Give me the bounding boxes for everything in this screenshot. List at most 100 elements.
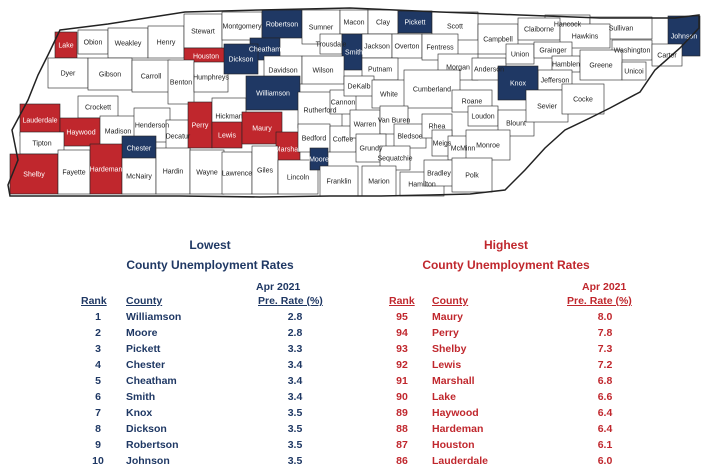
highest-rate-header-pre: Pre.: [567, 295, 587, 307]
county-label-washington: Washington: [614, 48, 651, 55]
lowest-rate-header-rest: Rate (%): [277, 295, 323, 307]
county-label-jefferson: Jefferson: [541, 78, 570, 85]
county-label-putnam: Putnam: [368, 67, 392, 74]
county-label-anderson: Anderson: [474, 67, 504, 74]
lowest-rate-cell: 3.5: [287, 439, 303, 451]
county-label-lawrence: Lawrence: [222, 171, 252, 178]
county-maury: [241, 111, 283, 145]
county-label-marion: Marion: [368, 179, 390, 186]
county-greene: [579, 49, 623, 81]
county-haywood: [59, 117, 103, 147]
county-wayne: [189, 149, 225, 195]
county-label-sullivan: Sullivan: [609, 26, 634, 33]
lowest-county-cell: Chester: [126, 359, 166, 371]
county-label-perry: Perry: [192, 123, 209, 130]
lowest-rate-cell: 3.4: [287, 359, 303, 371]
county-label-pickett: Pickett: [404, 20, 425, 27]
county-label-bradley: Bradley: [427, 171, 451, 178]
county-label-hardeman: Hardeman: [90, 167, 123, 174]
county-label-jackson: Jackson: [364, 44, 390, 51]
county-label-warren: Warren: [354, 122, 377, 129]
county-carroll: [131, 59, 171, 93]
county-label-meigs: Meigs: [433, 141, 452, 148]
county-label-smith: Smith: [345, 50, 363, 57]
county-label-cannon: Cannon: [331, 100, 356, 107]
county-cocke: [561, 83, 605, 115]
county-label-grainger: Grainger: [539, 48, 567, 55]
county-label-decatur: Decatur: [166, 134, 191, 141]
county-label-roane: Roane: [462, 99, 483, 106]
county-label-chester: Chester: [127, 146, 152, 153]
highest-rate-cell: 7.8: [597, 327, 613, 339]
county-unicoi: [621, 61, 647, 81]
lowest-rate-cell: 2.8: [287, 327, 303, 339]
highest-rate-cell: 6.6: [597, 391, 613, 403]
county-label-morgan: Morgan: [446, 65, 470, 72]
county-label-dyer: Dyer: [61, 71, 76, 78]
county-label-rhea: Rhea: [429, 124, 446, 131]
county-label-sequatchie: Sequatchie: [377, 156, 412, 163]
county-franklin: [319, 165, 359, 197]
lowest-county-cell: Dickson: [126, 423, 167, 435]
county-lewis: [211, 121, 243, 149]
county-label-clay: Clay: [376, 20, 391, 27]
highest-county-cell: Perry: [432, 327, 459, 339]
county-label-macon: Macon: [343, 20, 364, 27]
county-label-davidson: Davidson: [268, 68, 297, 75]
lowest-county-cell: Williamson: [126, 311, 182, 323]
lowest-rate-cell: 3.4: [287, 375, 303, 387]
county-label-bledsoe: Bledsoe: [397, 134, 422, 141]
highest-rate-header: Pre. Rate (%): [567, 295, 632, 307]
county-label-hickman: Hickman: [215, 114, 242, 121]
county-clay: [367, 9, 399, 35]
county-label-obion: Obion: [84, 40, 103, 47]
highest-county-cell: Lewis: [432, 359, 462, 371]
highest-county-cell: Lake: [432, 391, 456, 403]
county-label-crockett: Crockett: [85, 105, 111, 112]
county-label-wilson: Wilson: [312, 68, 333, 75]
highest-county-header: County: [432, 295, 469, 307]
highest-rate-cell: 6.1: [597, 439, 613, 451]
lowest-county-header: County: [126, 295, 163, 307]
county-label-franklin: Franklin: [327, 179, 352, 186]
highest-subtitle: County Unemployment Rates: [422, 258, 590, 272]
county-label-hardin: Hardin: [163, 169, 184, 176]
county-label-henderson: Henderson: [135, 123, 169, 130]
county-label-williamson: Williamson: [256, 91, 290, 98]
county-label-claiborne: Claiborne: [524, 27, 554, 34]
county-cumberland: [403, 69, 461, 109]
county-bedford: [297, 123, 331, 153]
lowest-county-cell: Johnson: [126, 455, 170, 467]
county-label-hamblen: Hamblen: [552, 62, 580, 69]
highest-rate-cell: 6.4: [597, 407, 613, 419]
highest-rank-cell: 94: [396, 327, 408, 339]
county-label-mcnairy: McNairy: [126, 174, 152, 181]
county-label-white: White: [380, 92, 398, 99]
lowest-rank-cell: 6: [95, 391, 101, 403]
county-label-hancock: Hancock: [554, 22, 582, 29]
county-fayette: [57, 149, 91, 195]
county-label-sumner: Sumner: [309, 25, 334, 32]
county-label-carroll: Carroll: [141, 74, 162, 81]
highest-rank-cell: 89: [396, 407, 408, 419]
county-label-monroe: Monroe: [476, 143, 500, 150]
highest-rate-cell: 6.0: [597, 455, 613, 467]
county-label-trousdale: Trousdale: [316, 42, 347, 49]
highest-county-cell: Houston: [432, 439, 475, 451]
lowest-rank-cell: 10: [92, 455, 104, 467]
lowest-rank-header: Rank: [81, 295, 107, 307]
county-label-madison: Madison: [105, 129, 132, 136]
highest-rate-header-rest: Rate (%): [586, 295, 632, 307]
county-label-knox: Knox: [510, 81, 526, 88]
highest-county-cell: Lauderdale: [432, 455, 489, 467]
county-label-lewis: Lewis: [218, 133, 236, 140]
county-label-montgomery: Montgomery: [223, 24, 262, 31]
highest-period: Apr 2021: [582, 281, 627, 293]
county-label-humphreys: Humphreys: [193, 75, 229, 82]
lowest-rank-cell: 9: [95, 439, 101, 451]
lowest-rate-cell: 3.5: [287, 455, 303, 467]
lowest-subtitle: County Unemployment Rates: [126, 258, 294, 272]
county-bledsoe: [393, 123, 427, 149]
county-label-giles: Giles: [257, 168, 273, 175]
county-mcnairy: [121, 157, 157, 195]
